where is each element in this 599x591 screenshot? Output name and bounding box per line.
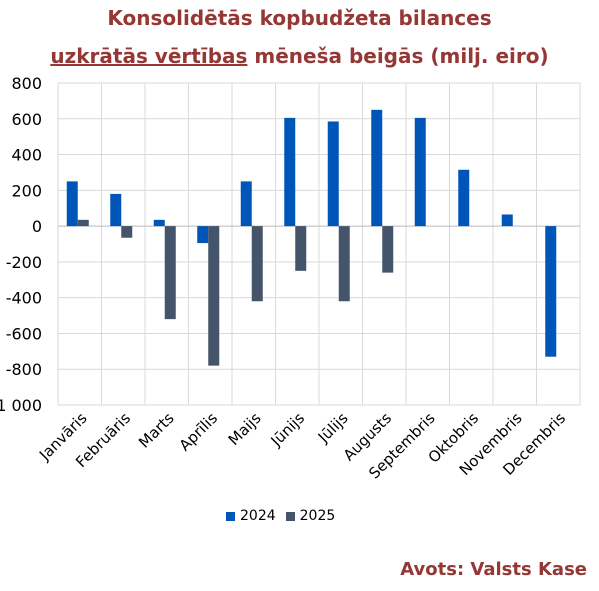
- y-tick-label: 0: [32, 217, 42, 236]
- legend-label-2024: 2024: [240, 508, 276, 524]
- chart-title-line1: Konsolidētās kopbudžeta bilances: [0, 6, 599, 30]
- legend-label-2025: 2025: [299, 508, 336, 524]
- bar-2024-Augusts: [371, 109, 383, 227]
- title-underlined-text: uzkrātās vērtības: [50, 44, 248, 68]
- x-tick-label: Maijs: [225, 409, 265, 449]
- title-rest-text: mēneša beigās (milj. eiro): [247, 44, 549, 68]
- y-tick-label: -600: [6, 324, 42, 343]
- bar-2025-Marts: [164, 226, 176, 320]
- x-tick-label: Jūnijs: [267, 409, 309, 451]
- source-note: Avots: Valsts Kase: [400, 559, 587, 580]
- chart-legend: 2024 2025: [226, 508, 339, 524]
- bar-2024-Aprīlis: [197, 226, 209, 244]
- legend-item-2024: 2024: [226, 508, 276, 524]
- bar-2024-Janvāris: [66, 181, 78, 227]
- y-tick-label: 200: [11, 181, 42, 200]
- y-tick-label: -400: [6, 289, 42, 308]
- bar-2025-Maijs: [251, 226, 263, 302]
- bar-2024-Jūnijs: [284, 117, 296, 227]
- bar-2024-Septembris: [414, 117, 426, 227]
- bar-2024-Novembris: [501, 214, 513, 227]
- y-tick-label: 400: [11, 146, 42, 165]
- bar-2024-Marts: [153, 219, 165, 227]
- x-tick-label: Marts: [135, 409, 178, 452]
- x-tick-label: Jūlijs: [314, 409, 352, 447]
- legend-item-2025: 2025: [285, 508, 336, 524]
- y-tick-label: 600: [11, 110, 42, 129]
- bar-2025-Jūlijs: [338, 226, 350, 302]
- y-tick-label: -200: [6, 253, 42, 272]
- chart-title-line2: uzkrātās vērtības mēneša beigās (milj. e…: [0, 44, 599, 68]
- y-tick-label: -800: [6, 360, 42, 379]
- y-tick-label: -1 000: [0, 396, 42, 415]
- y-tick-label: 800: [11, 74, 42, 93]
- bar-2024-Decembris: [545, 226, 557, 357]
- legend-swatch-2024: [226, 511, 235, 521]
- x-tick-label: Aprīlis: [176, 409, 222, 455]
- bar-2024-Jūlijs: [327, 121, 339, 227]
- bar-2025-Augusts: [382, 226, 394, 273]
- bar-2024-Februāris: [110, 193, 122, 227]
- bar-2025-Aprīlis: [208, 226, 220, 366]
- bar-2025-Jūnijs: [295, 226, 307, 271]
- bar-2024-Maijs: [240, 181, 252, 227]
- bar-2025-Februāris: [121, 226, 133, 238]
- bar-2024-Oktobris: [458, 169, 470, 227]
- legend-swatch-2025: [285, 511, 295, 521]
- title-text-1: Konsolidētās kopbudžeta bilances: [107, 6, 492, 30]
- bar-2025-Janvāris: [77, 219, 89, 227]
